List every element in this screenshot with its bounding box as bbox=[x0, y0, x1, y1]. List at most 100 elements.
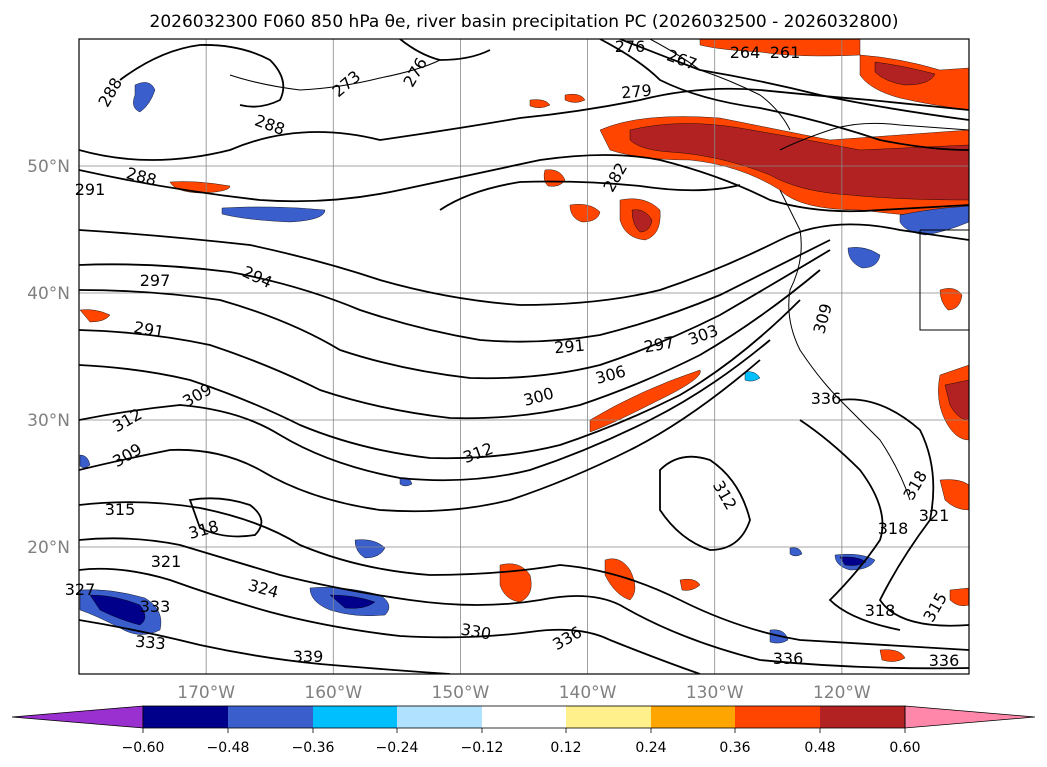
theta-e-contour bbox=[79, 154, 969, 213]
contour-label: 333 bbox=[140, 597, 171, 616]
colorbar-tick-label: 0.36 bbox=[719, 740, 750, 756]
precip-pc-region bbox=[499, 563, 532, 603]
theta-e-contour bbox=[79, 269, 821, 420]
lon-tick-label: 130°W bbox=[686, 683, 744, 703]
precip-pc-region bbox=[874, 61, 936, 86]
precip-pc-region bbox=[939, 479, 969, 511]
coastline bbox=[229, 39, 969, 501]
contour-label: 339 bbox=[293, 647, 324, 666]
theta-e-contour bbox=[79, 501, 969, 651]
precip-pc-region bbox=[354, 539, 386, 559]
contour-label: 336 bbox=[811, 389, 842, 408]
theta-e-contours bbox=[79, 39, 969, 674]
coastline-segment bbox=[779, 122, 969, 151]
colorbar-segment bbox=[313, 706, 397, 728]
colorbar-tick-label: −0.36 bbox=[292, 740, 335, 756]
precip-pc-region bbox=[604, 558, 636, 601]
lat-tick-label: 20°N bbox=[27, 538, 70, 558]
colorbar-tick-label: −0.12 bbox=[461, 740, 504, 756]
precip-pc-region bbox=[221, 206, 326, 223]
colorbar-tick-label: 0.12 bbox=[550, 740, 581, 756]
theta-e-contour bbox=[188, 497, 263, 538]
theta-e-contour bbox=[79, 223, 969, 306]
colorbar-tick-label: −0.24 bbox=[376, 740, 419, 756]
contour-label: 279 bbox=[620, 81, 652, 103]
colorbar: −0.60 −0.48 −0.36 −0.24 −0.12 0.12 0.24 0.36 0.4… bbox=[11, 705, 1036, 756]
precip-pc-region bbox=[89, 594, 146, 626]
theta-e-contour bbox=[79, 87, 969, 161]
precip-pc-region bbox=[899, 205, 969, 236]
contour-label: 336 bbox=[929, 651, 960, 670]
theta-e-contour bbox=[619, 39, 969, 121]
contour-label: 261 bbox=[770, 43, 801, 62]
precip-pc-region bbox=[789, 547, 803, 557]
colorbar-segment bbox=[228, 706, 313, 728]
precip-pc-region bbox=[133, 82, 156, 113]
theta-e-contour bbox=[79, 249, 831, 380]
lon-tick-label: 140°W bbox=[559, 683, 617, 703]
theta-e-contour bbox=[839, 398, 969, 627]
theta-e-contour bbox=[439, 180, 741, 211]
precip-pc-region bbox=[744, 371, 761, 382]
precip-pc-region bbox=[589, 369, 701, 433]
colorbar-tick-label: −0.48 bbox=[207, 740, 250, 756]
colorbar-extend-high bbox=[904, 705, 1036, 729]
colorbar-segment bbox=[566, 706, 651, 728]
contour-label: 297 bbox=[140, 271, 171, 290]
lat-tick-label: 30°N bbox=[27, 411, 70, 431]
precip-pc-region bbox=[79, 454, 91, 468]
colorbar-segment bbox=[143, 706, 228, 728]
lon-tick-label: 160°W bbox=[304, 683, 362, 703]
precip-pc-region bbox=[699, 39, 861, 57]
contour-label: 321 bbox=[151, 552, 182, 571]
theta-e-contour bbox=[79, 339, 771, 482]
coastline-segment bbox=[779, 189, 911, 501]
contour-label: 336 bbox=[773, 649, 804, 668]
theta-e-contour bbox=[599, 39, 969, 151]
contour-label: 327 bbox=[65, 580, 96, 599]
contour-label: 291 bbox=[75, 180, 106, 199]
contour-label: 276 bbox=[615, 37, 646, 56]
coastline-segment bbox=[649, 39, 791, 131]
coastline-segment bbox=[229, 59, 441, 91]
theta-e-contour bbox=[79, 239, 831, 343]
precip-pc-region bbox=[79, 309, 111, 323]
lon-tick-label: 120°W bbox=[813, 683, 871, 703]
latitude-axis: 50°N 40°N 30°N 20°N bbox=[27, 157, 70, 558]
colorbar-segment bbox=[651, 706, 735, 728]
lat-tick-label: 50°N bbox=[27, 157, 70, 177]
precip-pc-region bbox=[564, 93, 586, 103]
colorbar-segment bbox=[482, 706, 566, 728]
theta-e-contour bbox=[79, 359, 761, 513]
contour-label: 318 bbox=[865, 601, 896, 620]
theta-e-contour bbox=[119, 44, 285, 108]
theta-e-contour bbox=[79, 537, 969, 670]
longitude-axis: 170°W 160°W 150°W 140°W 130°W 120°W bbox=[177, 683, 871, 703]
precip-pc-region bbox=[529, 99, 551, 108]
contour-label: 318 bbox=[878, 519, 909, 538]
contour-label: 264 bbox=[730, 43, 761, 62]
colorbar-tick-label: 0.48 bbox=[804, 740, 835, 756]
precipitation-layer bbox=[79, 39, 969, 662]
colorbar-segment bbox=[735, 706, 820, 728]
precip-pc-region bbox=[631, 209, 653, 233]
coastline-segment bbox=[919, 229, 969, 331]
theta-e-contour bbox=[659, 455, 751, 551]
colorbar-tick-label: −0.60 bbox=[122, 740, 165, 756]
lon-tick-label: 170°W bbox=[177, 683, 235, 703]
theta-e-contour bbox=[799, 419, 901, 631]
colorbar-tick-label: 0.24 bbox=[635, 740, 666, 756]
contour-label: 291 bbox=[553, 336, 585, 358]
colorbar-segment bbox=[820, 706, 905, 728]
theta-e-contour bbox=[79, 567, 701, 674]
precip-pc-region bbox=[939, 288, 963, 311]
theta-e-contour bbox=[79, 619, 451, 674]
lat-tick-label: 40°N bbox=[27, 284, 70, 304]
colorbar-extend-low bbox=[11, 705, 144, 729]
lon-tick-label: 150°W bbox=[432, 683, 490, 703]
colorbar-frame bbox=[142, 705, 906, 729]
map-frame bbox=[78, 38, 970, 675]
theta-e-contour bbox=[79, 299, 801, 460]
contour-label: 333 bbox=[134, 632, 166, 654]
